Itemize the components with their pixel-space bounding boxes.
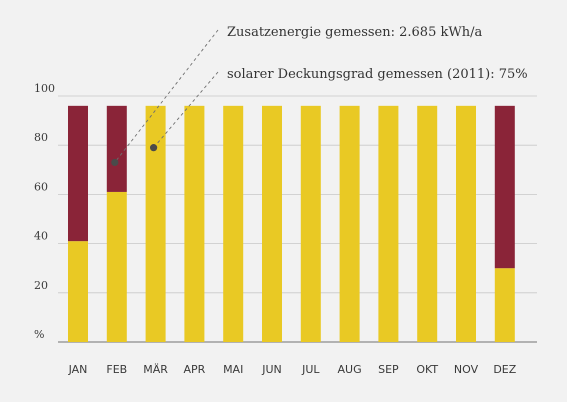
bar-segment [145,105,166,342]
annotation-leader-line [153,71,219,148]
annotation-label: solarer Deckungsgrad gemessen (2011): 75… [227,67,528,82]
bar-segment [184,105,205,342]
bar-segment [378,105,399,342]
annotation-leader-line [114,29,219,163]
y-tick-label: 40 [34,230,48,243]
x-category-label: APR [183,363,205,376]
bar-segment [68,241,88,342]
bar-segment [223,105,244,342]
x-category-label: JUL [301,363,320,376]
y-tick-label: % [34,328,44,341]
annotation-marker [111,158,119,167]
x-category-label: JAN [68,363,88,376]
x-category-label: MÄR [143,363,168,376]
x-category-label: SEP [378,363,399,376]
x-category-label: DEZ [493,363,516,376]
x-category-label: OKT [416,363,438,376]
x-category-label: NOV [454,363,479,376]
bar-segment [300,105,321,342]
bar-segment [494,268,515,342]
bar-segment [68,105,88,242]
bar-segment [494,105,515,269]
bar-segment [339,105,360,342]
x-category-label: FEB [106,363,127,376]
bar-segment [262,105,282,342]
bar-segment [106,191,127,342]
x-axis-category-labels: JAN FEB MÄR APR MAI JUN JUL AUG SEP OKT NOV DEZ [68,363,517,376]
bar-segment [417,105,438,342]
x-category-label: JUN [261,363,282,376]
x-category-label: MAI [223,363,243,376]
bar-segment [106,105,127,192]
y-axis-tick-labels: % 20 40 60 80 100 [34,82,55,341]
annotation-label: Zusatzenergie gemessen: 2.685 kWh/a [227,25,482,40]
y-tick-label: 80 [34,131,48,144]
y-tick-label: 20 [34,279,48,292]
y-tick-label: 60 [34,180,48,193]
bars [68,105,515,342]
x-category-label: AUG [338,363,362,376]
bar-segment [456,105,476,342]
annotation-marker [150,144,158,152]
y-tick-label: 100 [34,82,55,95]
annotations: Zusatzenergie gemessen: 2.685 kWh/a solar… [111,25,528,167]
